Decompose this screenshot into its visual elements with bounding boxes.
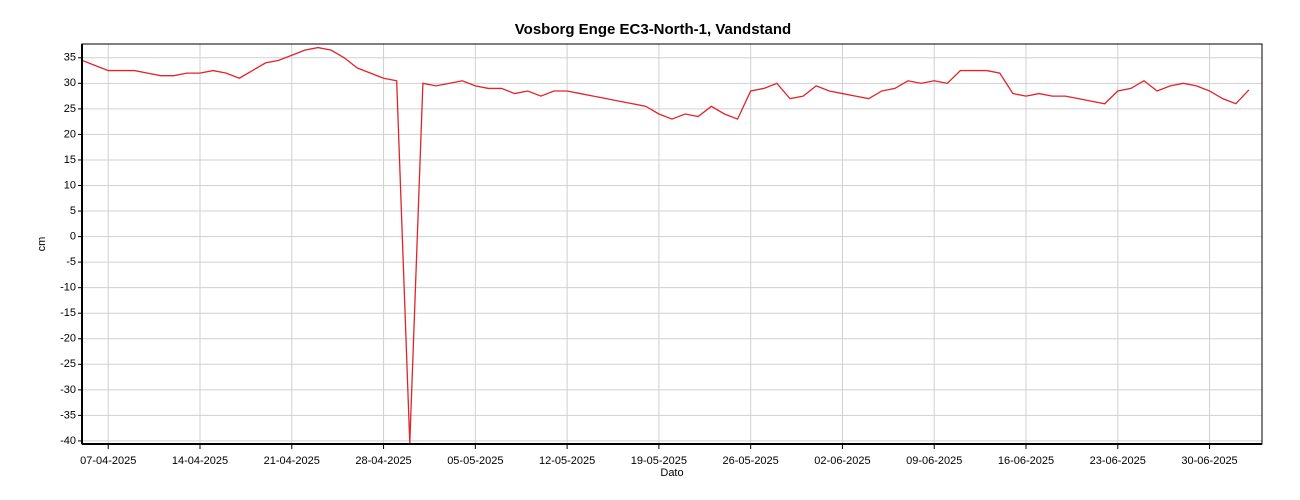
- x-tick-label: 14-04-2025: [172, 455, 228, 467]
- x-tick-label: 28-04-2025: [355, 455, 411, 467]
- x-tick-label: 16-06-2025: [998, 455, 1054, 467]
- x-tick-label: 02-06-2025: [814, 455, 870, 467]
- y-tick-label: -20: [60, 333, 76, 345]
- x-tick-label: 12-05-2025: [539, 455, 595, 467]
- y-tick-label: -35: [60, 409, 76, 421]
- x-tick-label: 07-04-2025: [80, 455, 136, 467]
- y-tick-label: 10: [64, 179, 76, 191]
- y-tick-label: 35: [64, 52, 76, 64]
- y-tick-label: 5: [70, 205, 76, 217]
- x-tick-label: 21-04-2025: [264, 455, 320, 467]
- x-tick-label: 23-06-2025: [1090, 455, 1146, 467]
- x-tick-label: 26-05-2025: [723, 455, 779, 467]
- y-tick-label: 30: [64, 77, 76, 89]
- x-tick-label: 05-05-2025: [447, 455, 503, 467]
- y-tick-label: 20: [64, 128, 76, 140]
- y-axis-label: cm: [36, 237, 48, 252]
- y-tick-label: -25: [60, 358, 76, 370]
- y-tick-label: 25: [64, 103, 76, 115]
- y-tick-label: 15: [64, 154, 76, 166]
- y-tick-label: -15: [60, 307, 76, 319]
- y-tick-label: -40: [60, 435, 76, 447]
- chart-title: Vosborg Enge EC3-North-1, Vandstand: [515, 21, 791, 38]
- x-tick-label: 09-06-2025: [906, 455, 962, 467]
- plot-frame: [81, 43, 1263, 445]
- y-tick-label: 0: [70, 230, 76, 242]
- x-tick-label: 30-06-2025: [1181, 455, 1237, 467]
- data-line: [82, 46, 1250, 444]
- y-tick-label: -10: [60, 282, 76, 294]
- y-tick-label: -5: [66, 256, 76, 268]
- x-tick-label: 19-05-2025: [631, 455, 687, 467]
- x-axis-label: Dato: [660, 467, 683, 479]
- y-tick-label: -30: [60, 384, 76, 396]
